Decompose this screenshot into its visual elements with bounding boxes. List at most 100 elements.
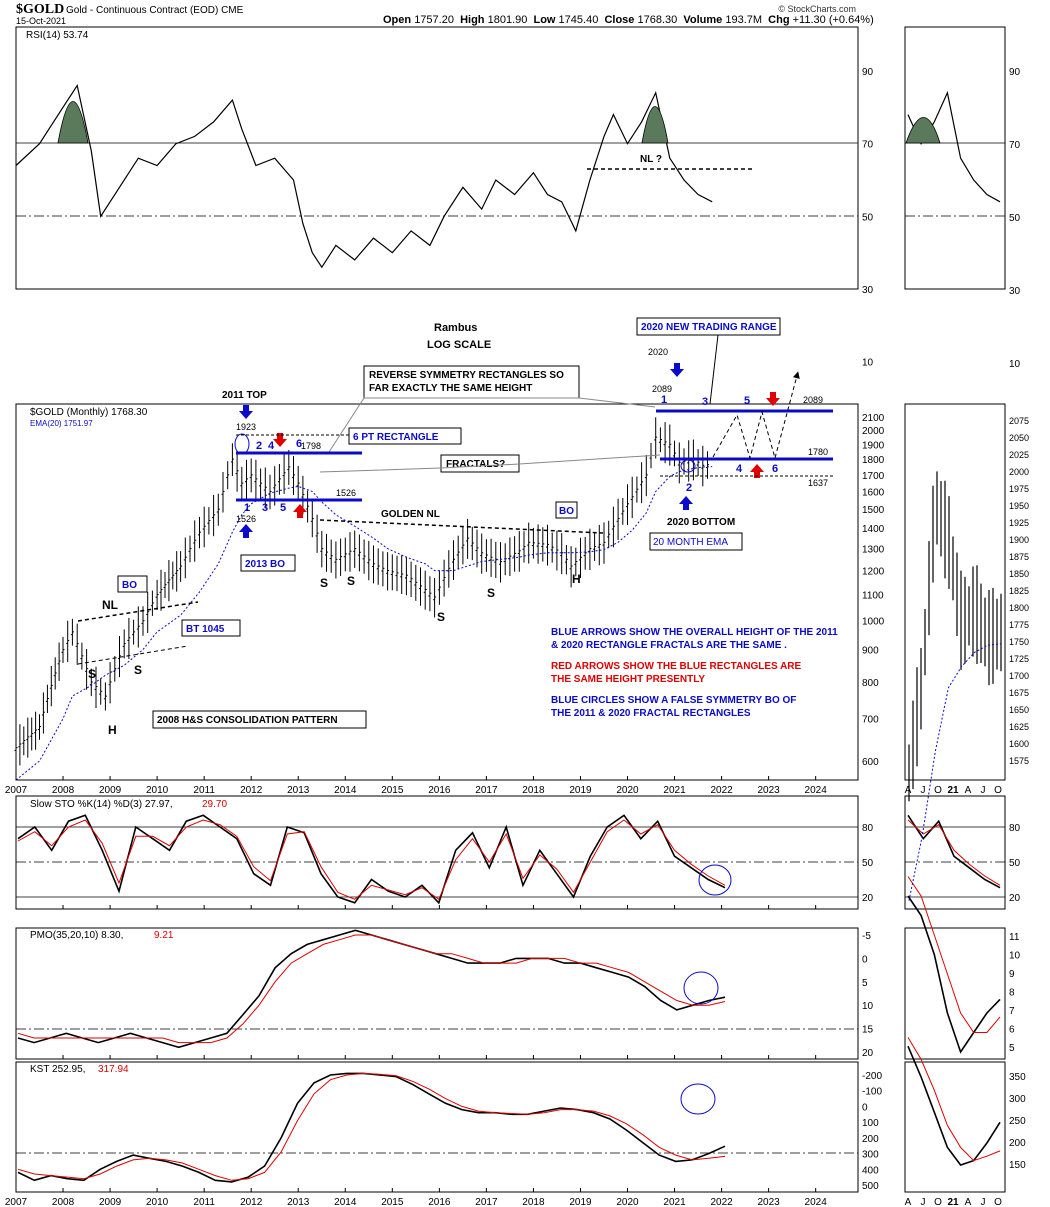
right-price-tick: 1800 xyxy=(1009,603,1029,613)
v2020: 2020 xyxy=(648,347,668,357)
rect-point-number: 6 xyxy=(772,463,778,475)
indicator-tick-label: 50 xyxy=(862,858,874,869)
blue-note-2: & 2020 RECTANGLE FRACTALS ARE THE SAME . xyxy=(551,640,787,651)
top-2011-label: 2011 TOP xyxy=(222,390,267,401)
price-layer: 600 700 800 900 1000 1100 1200 1300 1400 1500 1600… xyxy=(14,363,885,781)
year-tick-label: 2014 xyxy=(334,785,357,796)
right-pmo-tick: 6 xyxy=(1009,1025,1015,1036)
year-tick-label: 2007 xyxy=(5,785,28,796)
right-price-tick: 2000 xyxy=(1009,467,1029,477)
right-sto-frame xyxy=(904,795,1006,910)
price-tick-label: 2100 xyxy=(862,413,885,424)
indicator-tick-label: 5 xyxy=(862,978,868,989)
right-pmo-tick: 8 xyxy=(1009,988,1015,999)
indicator-tick-label: 20 xyxy=(862,893,874,904)
right-price-tick: 1750 xyxy=(1009,637,1029,647)
right-layer: AAJJOO2121AAJJOO907050301020752050202520… xyxy=(905,67,1029,1207)
bo2013-box xyxy=(240,554,296,572)
v1780: 1780 xyxy=(808,447,828,457)
year-tick-label: 2007 xyxy=(5,1197,28,1207)
year-tick-label: 2010 xyxy=(146,1197,169,1207)
right-rsi-tick: 90 xyxy=(1009,67,1021,78)
red-note-1: RED ARROWS SHOW THE BLUE RECTANGLES ARE xyxy=(551,661,802,672)
right-pmo-tick: 7 xyxy=(1009,1006,1015,1017)
indicator-tick-label: -200 xyxy=(862,1071,882,1082)
signal-line xyxy=(17,934,726,1044)
price-tick-label: 1500 xyxy=(862,505,885,516)
right-price-tick: 2025 xyxy=(1009,450,1029,460)
month-tick-label: O xyxy=(994,785,1002,796)
kst-signal: 317.94 xyxy=(98,1064,129,1075)
month-tick-label: 21 xyxy=(947,785,959,796)
year-tick-label: 2018 xyxy=(522,785,545,796)
year-tick-label: 2023 xyxy=(758,1197,781,1207)
price-tick-label: 1600 xyxy=(862,488,885,499)
new-range-label: 2020 NEW TRADING RANGE xyxy=(641,322,777,333)
indicator-tick-label: 10 xyxy=(862,1001,874,1012)
right-kst-tick: 350 xyxy=(1009,1072,1026,1083)
indicator-line xyxy=(17,1072,726,1183)
right-kst-frame xyxy=(904,1061,1006,1193)
contract-name: Gold - Continuous Contract (EOD) CME xyxy=(66,5,244,16)
year-tick-label: 2008 xyxy=(52,785,75,796)
right-price-tick: 1575 xyxy=(1009,756,1029,766)
projected-path xyxy=(712,371,800,460)
right-kst-tick: 250 xyxy=(1009,1116,1026,1127)
year-tick-label: 2019 xyxy=(569,785,592,796)
price-tick-label: 1000 xyxy=(862,617,885,628)
pattern-letter: H xyxy=(108,723,117,737)
year-tick-label: 2017 xyxy=(475,785,498,796)
kst-circle xyxy=(680,1083,716,1115)
new-range-box xyxy=(636,317,781,336)
ema20-label: 20 MONTH EMA xyxy=(653,537,728,548)
pattern-letter: H xyxy=(572,572,581,586)
bt1045-box xyxy=(181,619,241,637)
right-pmo-tick: 11 xyxy=(1009,932,1020,943)
blue-up-arrow xyxy=(239,524,253,538)
right-sto-k xyxy=(907,814,1001,889)
indicator-tick-label: 400 xyxy=(862,1165,879,1176)
reverse-sym-line1: REVERSE SYMMETRY RECTANGLES SO xyxy=(369,370,564,381)
rsi-overbought-fill xyxy=(57,101,89,144)
kst-layer: 500 400 300 200 100 0 -100 -200 xyxy=(17,1071,882,1192)
month-tick-label: 21 xyxy=(947,1197,959,1207)
year-tick-label: 2022 xyxy=(710,1197,733,1207)
price-tick-label: 1800 xyxy=(862,455,885,466)
rect-point-number: 2 xyxy=(686,482,692,494)
year-tick-label: 2018 xyxy=(522,1197,545,1207)
pattern-letter: S xyxy=(134,663,142,677)
year-tick-label: 2023 xyxy=(758,785,781,796)
log-scale-label: LOG SCALE xyxy=(427,339,491,351)
golden-nl-line xyxy=(319,519,604,534)
ema20-box xyxy=(649,532,743,551)
rect-point-number: 4 xyxy=(736,463,743,475)
credit: © StockCharts.com xyxy=(778,4,856,14)
indicator-tick-label: 200 xyxy=(862,1134,879,1145)
bo-label-left: BO xyxy=(122,580,137,591)
symbol-title: $GOLD xyxy=(16,2,65,17)
signal-line xyxy=(17,1072,726,1181)
right-pmo-tick: 10 xyxy=(1009,951,1021,962)
price-tick-label: 1400 xyxy=(862,524,885,535)
red-up-arrow-2020 xyxy=(750,464,764,478)
right-kst-tick: 150 xyxy=(1009,1160,1026,1171)
price-tick-label: 900 xyxy=(862,646,879,657)
year-tick-label: 2020 xyxy=(616,785,639,796)
month-tick-label: A xyxy=(905,1197,912,1207)
rsi-nl-label: NL ? xyxy=(640,154,662,165)
hs2008-box xyxy=(152,710,367,729)
month-tick-label: O xyxy=(934,1197,942,1207)
indicator-line xyxy=(17,814,726,905)
v1526b: 1526 xyxy=(236,514,256,524)
right-rsi-frame xyxy=(904,26,1006,290)
six-pt-label: 6 PT RECTANGLE xyxy=(353,432,439,443)
year-tick-label: 2019 xyxy=(569,1197,592,1207)
rsi-title: RSI(14) 53.74 xyxy=(26,30,89,41)
month-tick-label: A xyxy=(905,785,912,796)
indicator-tick-label: 100 xyxy=(862,1118,879,1129)
right-sto-d xyxy=(907,819,1001,886)
right-pmo-signal xyxy=(907,876,1001,1033)
year-tick-label: 2021 xyxy=(663,785,686,796)
bo-label-right: BO xyxy=(559,506,574,517)
indicator-tick-label: 500 xyxy=(862,1181,879,1192)
